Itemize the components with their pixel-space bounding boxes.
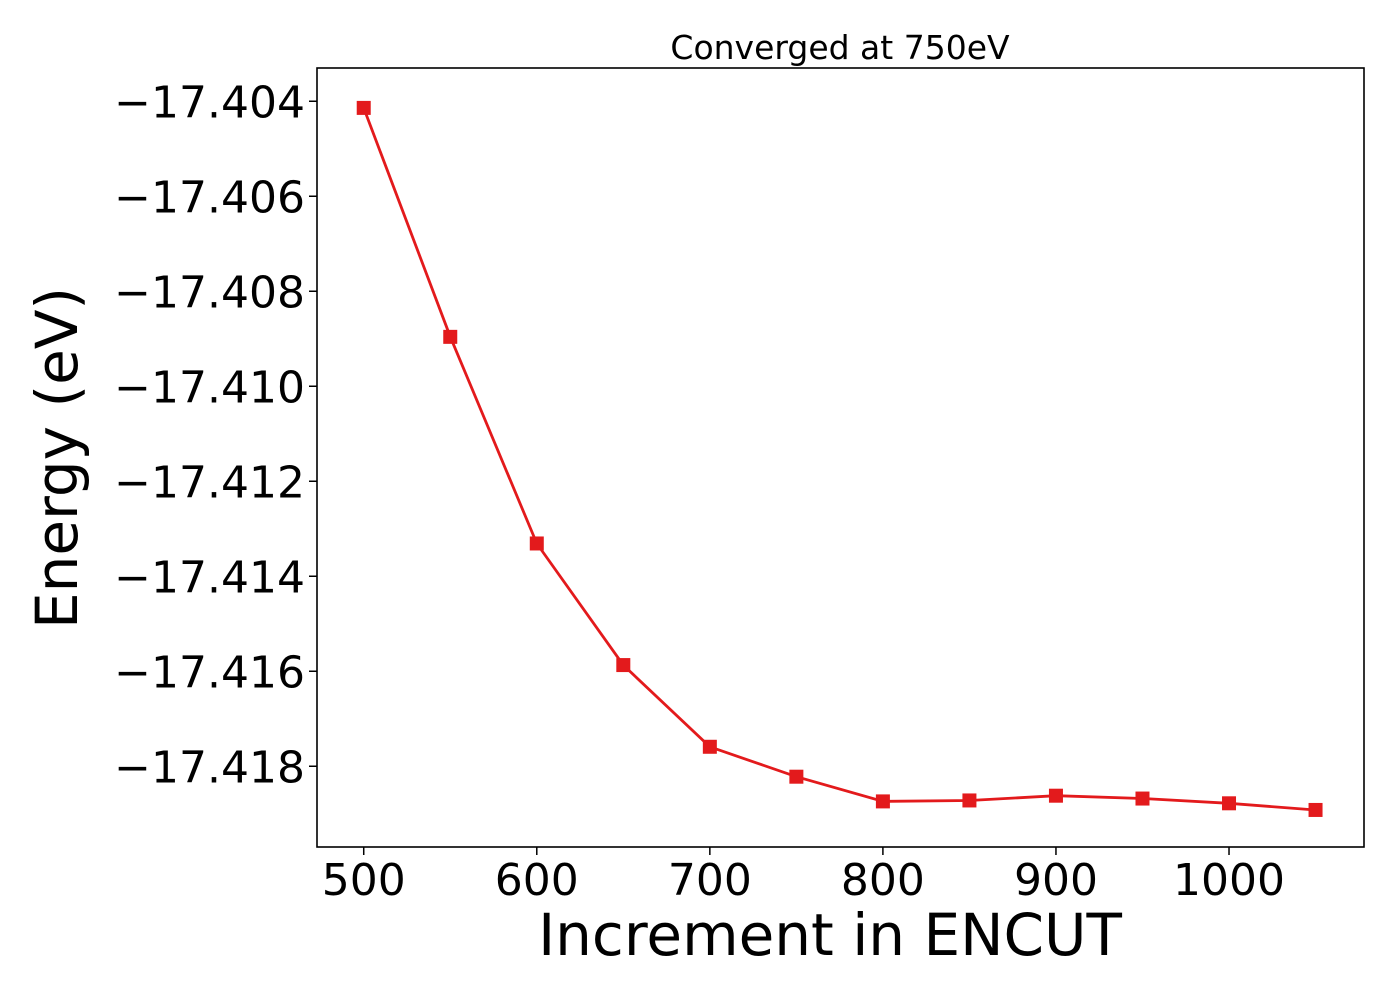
data-point-marker bbox=[529, 536, 544, 551]
x-tick-label: 700 bbox=[668, 855, 752, 906]
data-point-marker bbox=[1222, 796, 1237, 811]
x-tick-label: 600 bbox=[495, 855, 579, 906]
y-tick-label: −17.416 bbox=[114, 647, 305, 698]
data-point-marker bbox=[616, 658, 631, 673]
y-tick-label: −17.414 bbox=[114, 552, 305, 603]
y-tick-label: −17.412 bbox=[114, 457, 305, 508]
data-point-marker bbox=[443, 329, 458, 344]
y-tick-label: −17.406 bbox=[114, 172, 305, 223]
x-tick-label: 500 bbox=[322, 855, 406, 906]
x-axis-ticks: 500 600 700 800 900 1000 bbox=[322, 847, 1285, 906]
x-tick-label: 800 bbox=[841, 855, 925, 906]
data-point-marker bbox=[789, 769, 804, 784]
y-axis-ticks: −17.404 −17.406 −17.408 −17.410 −17.412 −17.4… bbox=[114, 77, 317, 793]
series-line bbox=[362, 107, 1316, 812]
y-tick-label: −17.418 bbox=[114, 742, 305, 793]
plot-area-frame bbox=[316, 67, 1365, 848]
x-tick-label: 1000 bbox=[1173, 855, 1285, 906]
y-tick-label: −17.408 bbox=[114, 267, 305, 318]
data-point-marker bbox=[702, 739, 717, 754]
chart-title: Converged at 750eV bbox=[670, 28, 1010, 67]
y-tick-label: −17.410 bbox=[114, 362, 305, 413]
series-markers bbox=[356, 100, 1323, 817]
data-point-marker bbox=[962, 793, 977, 808]
data-point-marker bbox=[875, 794, 890, 809]
y-tick-label: −17.404 bbox=[114, 77, 305, 128]
data-point-marker bbox=[1308, 802, 1323, 817]
data-point-marker bbox=[1048, 788, 1063, 803]
data-point-marker bbox=[1135, 791, 1150, 806]
x-axis-label: Increment in ENCUT bbox=[538, 901, 1122, 969]
x-tick-label: 900 bbox=[1014, 855, 1098, 906]
y-axis-label: Energy (eV) bbox=[23, 287, 91, 629]
data-point-marker bbox=[356, 100, 371, 115]
